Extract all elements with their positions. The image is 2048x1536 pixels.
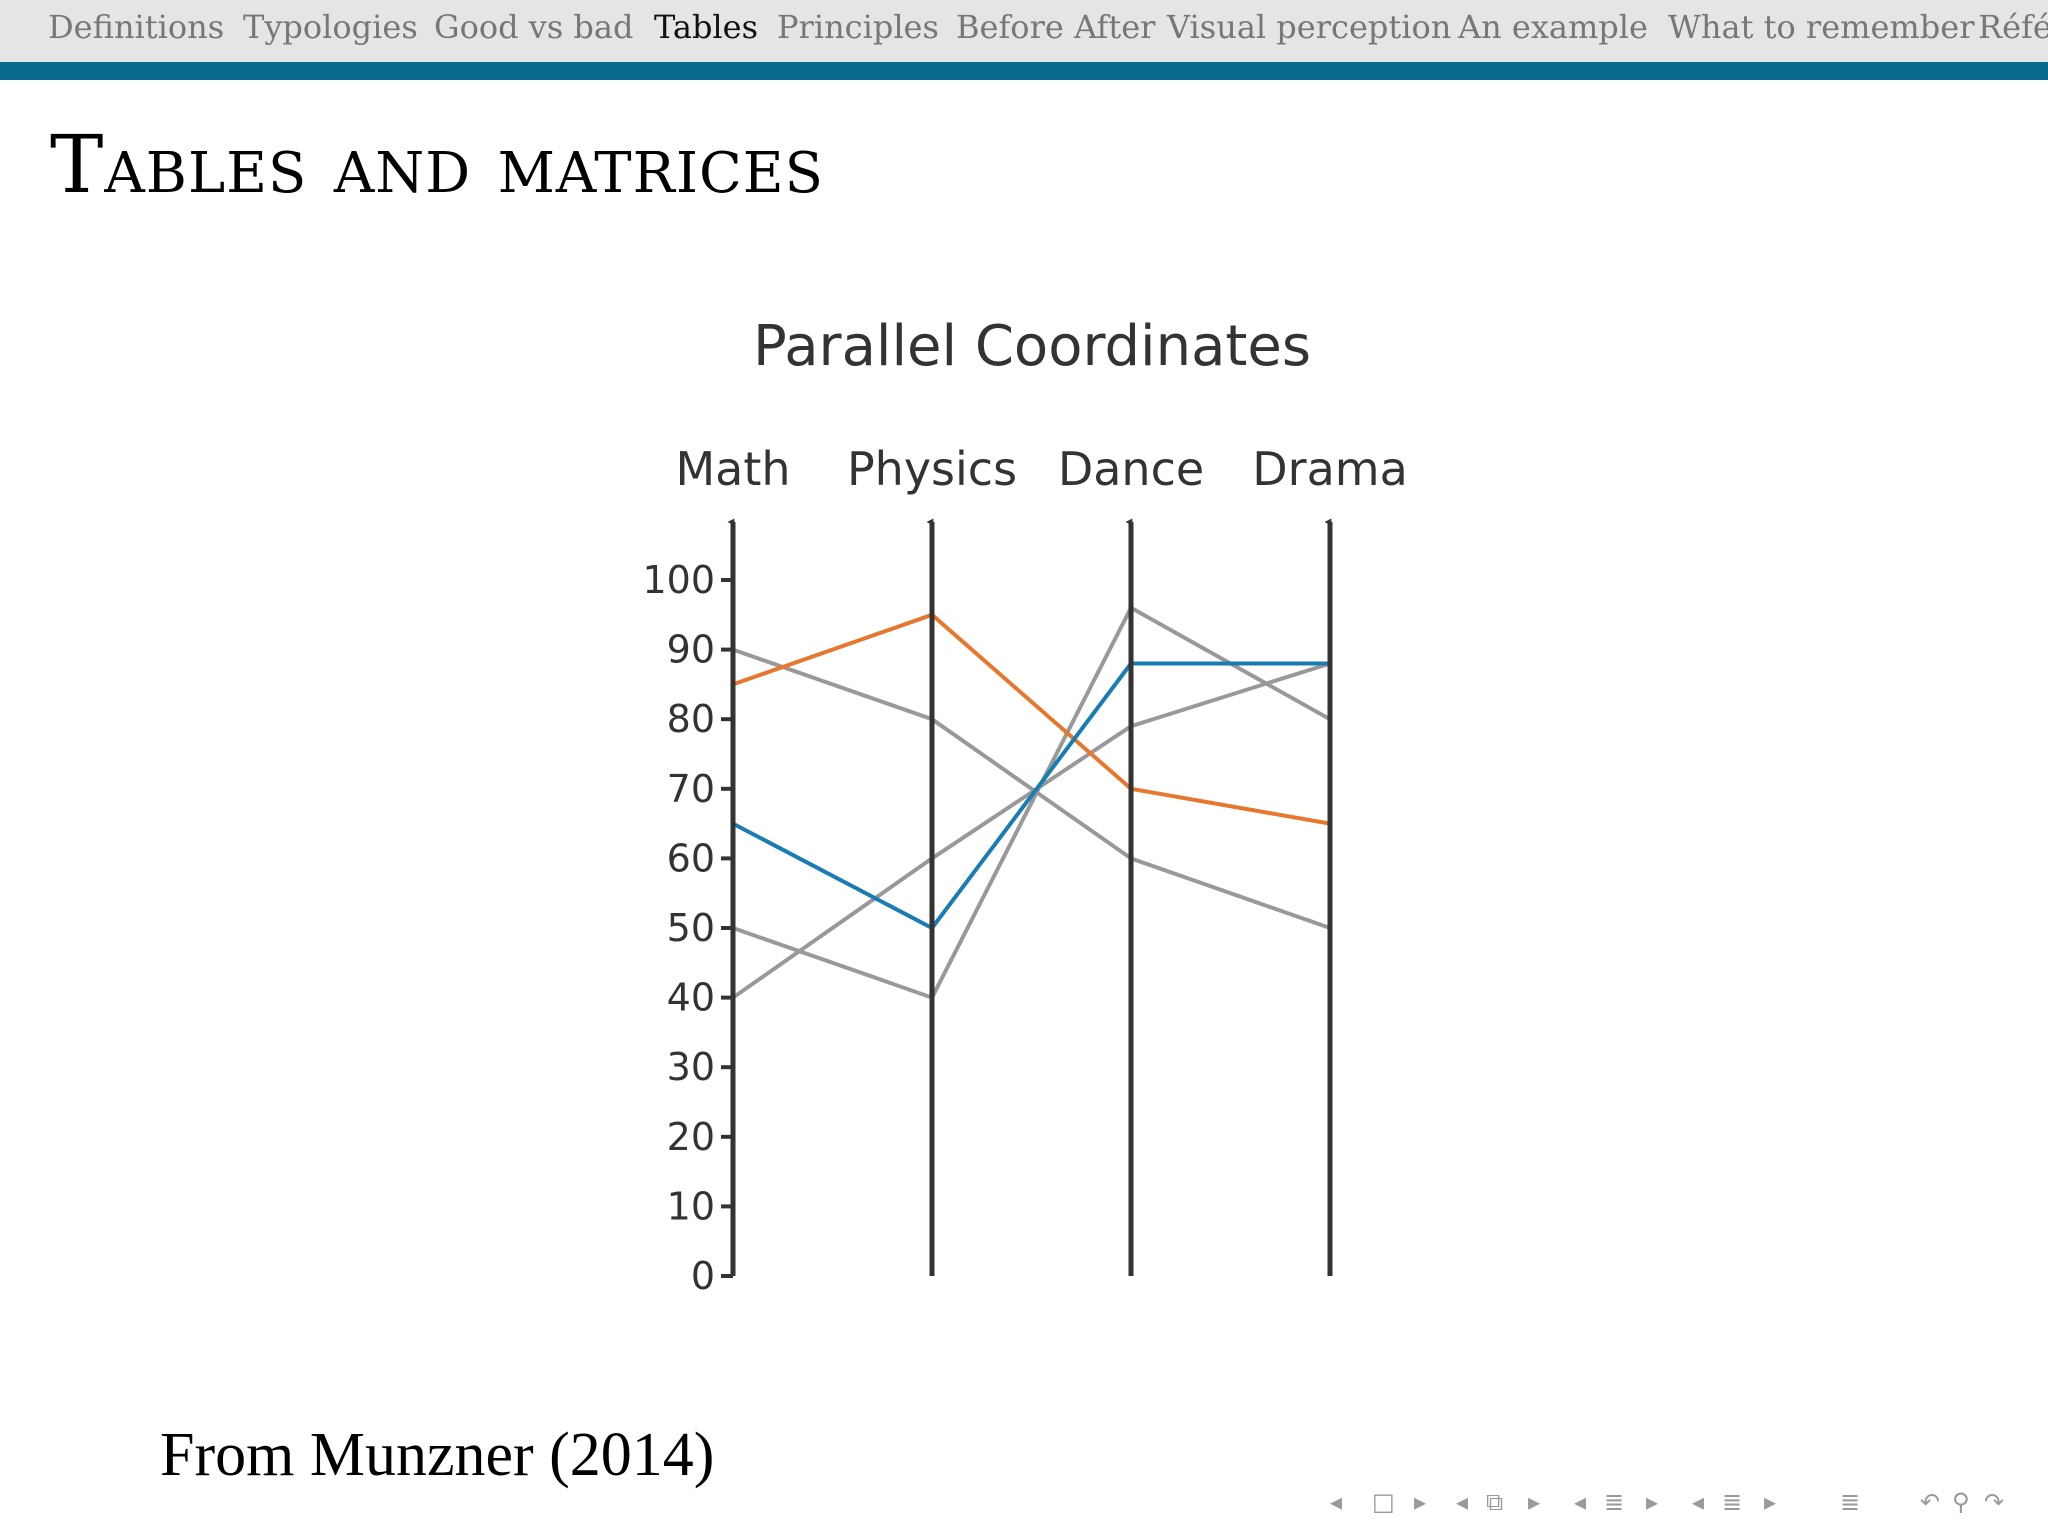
subsection-icon[interactable]: ⧉ (1486, 1488, 1504, 1516)
y-tick-label-30: 30 (667, 1045, 715, 1089)
nav-item-typologies[interactable]: Typologies (243, 8, 418, 46)
nav-item-an-example[interactable]: An example (1458, 8, 1648, 46)
axis-label-drama: Drama (1252, 442, 1408, 496)
arrow-right-icon[interactable]: ▸ (1528, 1488, 1541, 1516)
nav-item-visual-perception[interactable]: Visual perception (1167, 8, 1452, 46)
series-line-1 (732, 612, 1331, 826)
section-icon[interactable]: ≣ (1604, 1488, 1625, 1516)
header-rule (0, 62, 2048, 80)
y-tick-label-50: 50 (667, 906, 715, 950)
y-ticks: 0 10 20 30 40 50 60 70 80 90 100 (642, 558, 733, 1298)
axis-label-dance: Dance (1058, 442, 1204, 496)
nav-item-definitions[interactable]: Definitions (48, 8, 225, 46)
nav-item-references[interactable]: Référ (1978, 8, 2048, 46)
y-tick-label-70: 70 (667, 767, 715, 811)
arrow-left-icon[interactable]: ◂ (1574, 1488, 1587, 1516)
chart-title: Parallel Coordinates (753, 314, 1311, 379)
series-lines (731, 605, 1331, 1000)
y-tick-label-60: 60 (667, 836, 715, 880)
series-line-4 (732, 605, 1331, 1000)
axes: Math Physics Dance Drama (675, 442, 1408, 1276)
axis-label-physics: Physics (847, 442, 1017, 496)
y-tick-label-40: 40 (667, 976, 715, 1020)
series-line-5 (731, 661, 1331, 1000)
back-icon[interactable]: ↶ (1920, 1488, 1941, 1516)
frame-title: Tables and matrices (50, 118, 825, 211)
nav-item-good-vs-bad[interactable]: Good vs bad (434, 8, 634, 46)
arrow-left-icon[interactable]: ◂ (1692, 1488, 1705, 1516)
arrow-left-icon[interactable]: ◂ (1330, 1488, 1343, 1516)
y-tick-label-80: 80 (667, 697, 715, 741)
y-tick-label-10: 10 (667, 1184, 715, 1228)
frame-icon[interactable]: □ (1372, 1488, 1395, 1516)
series-line-3 (732, 647, 1331, 930)
arrow-right-icon[interactable]: ▸ (1414, 1488, 1427, 1516)
source-caption: From Munzner (2014) (160, 1421, 715, 1489)
toc-icon[interactable]: ≣ (1722, 1488, 1743, 1516)
navigation-bar: Definitions Typologies Good vs bad Table… (0, 0, 2048, 62)
forward-icon[interactable]: ↷ (1984, 1488, 2005, 1516)
search-icon[interactable]: ⚲ (1952, 1488, 1970, 1516)
nav-item-what-to-remember[interactable]: What to remember (1668, 8, 1975, 46)
y-tick-label-90: 90 (667, 628, 715, 672)
y-tick-label-0: 0 (691, 1254, 715, 1298)
y-tick-label-100: 100 (642, 558, 715, 602)
arrow-right-icon[interactable]: ▸ (1646, 1488, 1659, 1516)
nav-item-principles[interactable]: Principles (777, 8, 939, 46)
arrow-left-icon[interactable]: ◂ (1456, 1488, 1469, 1516)
arrow-right-icon[interactable]: ▸ (1764, 1488, 1777, 1516)
axis-label-math: Math (675, 442, 790, 496)
menu-icon[interactable]: ≣ (1840, 1488, 1861, 1516)
series-line-2 (732, 661, 1330, 930)
nav-item-tables[interactable]: Tables (654, 8, 759, 46)
y-tick-label-20: 20 (667, 1115, 715, 1159)
nav-item-before-after[interactable]: Before After (956, 8, 1156, 46)
